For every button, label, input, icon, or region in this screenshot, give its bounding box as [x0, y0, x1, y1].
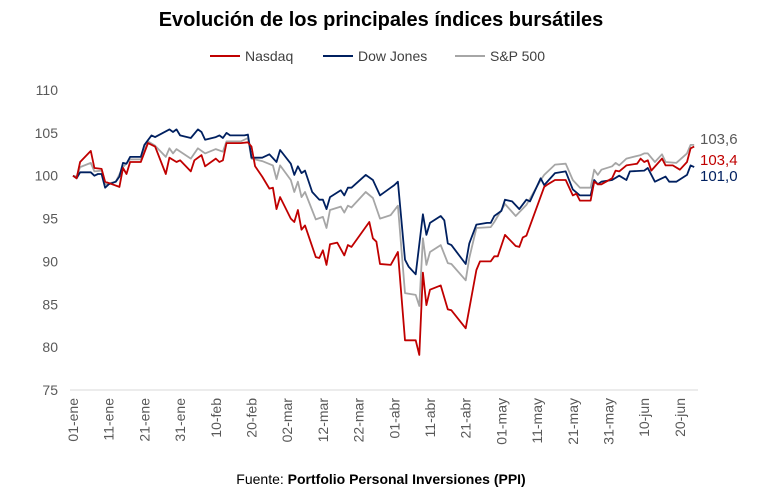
end-value-label: 103,4	[700, 152, 738, 169]
x-tick-label: 11-may	[529, 398, 545, 444]
series-line-dow-jones	[72, 128, 695, 276]
x-tick-label: 02-mar	[279, 398, 295, 443]
end-value-label: 103,6	[700, 131, 738, 148]
y-tick-label: 80	[42, 339, 58, 355]
x-tick-label: 21-ene	[136, 398, 152, 442]
footer-source: Fuente: Portfolio Personal Inversiones (…	[236, 471, 525, 487]
footer-source-name: Portfolio Personal Inversiones (PPI)	[288, 471, 526, 487]
series-lines	[72, 128, 695, 356]
x-tick-label: 10-jun	[636, 398, 652, 437]
x-tick-label: 01-ene	[65, 398, 81, 442]
x-tick-label: 11-ene	[101, 398, 117, 441]
x-tick-label: 21-abr	[458, 398, 474, 439]
y-tick-label: 95	[42, 211, 58, 227]
legend: Nasdaq Dow Jones S&P 500	[210, 48, 545, 64]
series-line-nasdaq	[72, 141, 695, 356]
y-tick-label: 75	[42, 382, 58, 398]
chart-title: Evolución de los principales índices bur…	[159, 9, 604, 31]
x-tick-label: 11-abr	[422, 398, 438, 438]
x-tick-label: 20-jun	[672, 398, 688, 437]
y-tick-label: 100	[35, 168, 59, 184]
x-tick-label: 12-mar	[315, 398, 331, 443]
x-tick-label: 22-mar	[351, 398, 367, 443]
x-tick-label: 31-may	[601, 398, 617, 445]
legend-label: Dow Jones	[358, 48, 427, 64]
x-axis: 01-ene 11-ene 21-ene 31-ene 10-feb 20-feb 02-m…	[65, 398, 688, 445]
series-line-s-p-500	[72, 137, 695, 307]
y-tick-label: 105	[35, 125, 59, 141]
x-tick-label: 21-may	[565, 398, 581, 445]
y-tick-label: 110	[36, 82, 59, 98]
x-tick-label: 10-feb	[208, 398, 224, 438]
footer-prefix: Fuente:	[236, 471, 287, 487]
legend-label: Nasdaq	[245, 48, 293, 64]
y-tick-label: 90	[42, 253, 58, 269]
legend-label: S&P 500	[490, 48, 545, 64]
x-tick-label: 20-feb	[244, 398, 260, 438]
end-value-label: 101,0	[700, 168, 738, 185]
y-axis: 75 80 85 90 95 100 105 110	[35, 82, 59, 398]
x-tick-label: 31-ene	[172, 398, 188, 442]
x-tick-label: 01-may	[493, 398, 509, 445]
y-tick-label: 85	[42, 296, 58, 312]
x-tick-label: 01-abr	[386, 398, 402, 439]
